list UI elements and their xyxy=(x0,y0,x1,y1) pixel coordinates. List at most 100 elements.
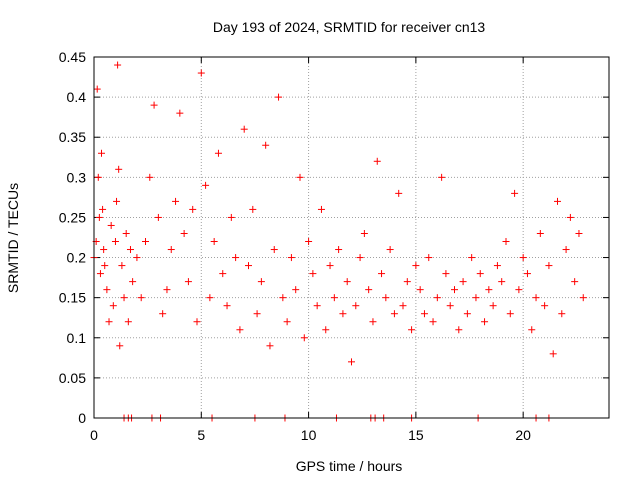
data-point xyxy=(146,173,154,181)
data-point xyxy=(425,254,433,262)
data-point xyxy=(93,85,101,93)
data-point xyxy=(378,270,386,278)
data-point xyxy=(348,358,355,366)
data-point xyxy=(232,254,240,262)
data-point xyxy=(223,302,231,310)
data-point xyxy=(236,326,244,334)
x-tick-label: 10 xyxy=(301,427,317,443)
y-tick-label: 0.25 xyxy=(59,209,86,225)
y-tick-label: 0.45 xyxy=(59,49,86,65)
data-point xyxy=(107,221,115,229)
data-point xyxy=(296,173,304,181)
data-point xyxy=(96,270,104,278)
data-point xyxy=(98,149,106,157)
data-point xyxy=(326,262,334,270)
data-point xyxy=(214,149,222,157)
data-point xyxy=(176,109,184,117)
data-point xyxy=(266,342,274,350)
data-point xyxy=(472,294,480,302)
data-point xyxy=(275,93,283,101)
data-point xyxy=(579,294,587,302)
data-point xyxy=(193,318,201,326)
data-point xyxy=(137,294,145,302)
data-point xyxy=(528,326,536,334)
data-point xyxy=(197,69,205,77)
y-tick-label: 0.35 xyxy=(59,129,86,145)
data-point xyxy=(352,302,360,310)
data-point xyxy=(566,213,574,221)
data-point xyxy=(133,254,141,262)
data-point xyxy=(206,294,214,302)
data-point xyxy=(481,318,489,326)
x-tick-label: 20 xyxy=(515,427,531,443)
tick-labels: 0 0.05 0.1 0.15 0.2 0.25 0.3 0.35 0.4 0.45 0 5 10 15 2… xyxy=(59,49,531,443)
data-point xyxy=(554,197,561,205)
data-point xyxy=(142,238,149,246)
data-point xyxy=(113,197,121,205)
data-point xyxy=(105,318,113,326)
data-point xyxy=(390,310,398,318)
data-point xyxy=(116,342,124,350)
data-point xyxy=(313,302,321,310)
data-point xyxy=(468,254,476,262)
data-point xyxy=(99,205,107,213)
data-point xyxy=(262,141,270,149)
data-point xyxy=(511,189,519,197)
data-point xyxy=(249,205,257,213)
data-point xyxy=(180,229,188,237)
data-point xyxy=(95,213,103,221)
data-point xyxy=(317,205,325,213)
data-point xyxy=(292,286,300,294)
data-point xyxy=(210,238,218,246)
data-point xyxy=(463,310,471,318)
data-point xyxy=(571,278,579,286)
y-tick-label: 0.3 xyxy=(67,169,87,185)
data-point xyxy=(365,286,373,294)
data-point xyxy=(403,278,411,286)
data-point xyxy=(335,246,343,254)
data-point xyxy=(118,262,126,270)
data-point xyxy=(489,302,497,310)
data-point xyxy=(279,294,287,302)
data-point xyxy=(382,294,390,302)
data-point xyxy=(219,270,227,278)
data-point xyxy=(545,262,553,270)
data-point xyxy=(433,294,441,302)
data-point xyxy=(184,278,192,286)
x-tick-label: 0 xyxy=(90,427,98,443)
data-point xyxy=(111,238,119,246)
data-point xyxy=(339,310,347,318)
data-point xyxy=(253,310,261,318)
data-point xyxy=(536,229,544,237)
data-point xyxy=(227,213,235,221)
data-point xyxy=(446,302,454,310)
data-point xyxy=(438,173,446,181)
data-point xyxy=(519,254,527,262)
data-point xyxy=(429,318,437,326)
data-point xyxy=(120,294,128,302)
data-point xyxy=(476,270,484,278)
data-point xyxy=(459,278,467,286)
data-point xyxy=(150,101,158,109)
data-point xyxy=(172,197,180,205)
data-point xyxy=(159,310,167,318)
data-point xyxy=(575,229,583,237)
data-point xyxy=(103,286,111,294)
data-point xyxy=(283,318,291,326)
data-point xyxy=(309,270,317,278)
data-point xyxy=(257,278,265,286)
data-point xyxy=(523,270,531,278)
data-point xyxy=(373,157,381,165)
y-tick-label: 0.05 xyxy=(59,370,86,386)
data-point xyxy=(386,246,394,254)
data-point xyxy=(101,262,109,270)
data-point xyxy=(287,254,295,262)
data-point xyxy=(506,310,514,318)
data-point xyxy=(442,270,450,278)
data-point xyxy=(369,318,377,326)
data-point xyxy=(163,286,171,294)
data-point xyxy=(356,254,364,262)
data-point xyxy=(416,286,424,294)
data-point xyxy=(330,294,338,302)
data-point xyxy=(515,286,523,294)
